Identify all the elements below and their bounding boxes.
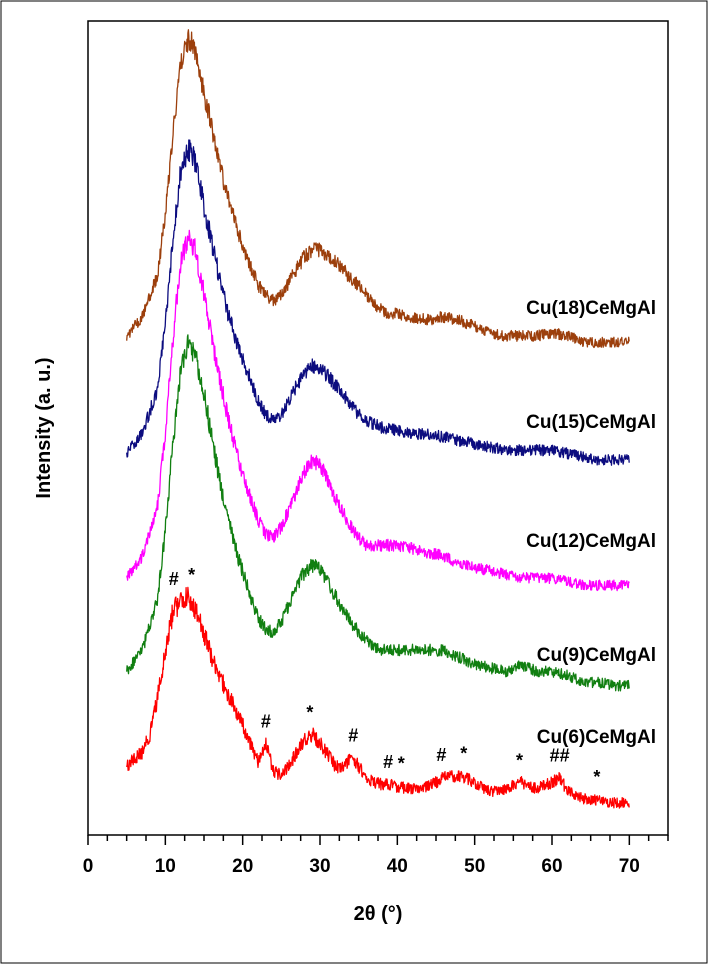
peak-marker: ## [550, 746, 570, 766]
peak-marker: * [460, 744, 467, 764]
series-layer [126, 29, 630, 809]
series-line [126, 29, 630, 349]
x-tick-label: 50 [464, 856, 485, 877]
peak-marker: * [188, 565, 195, 585]
x-tick-label: 60 [541, 856, 562, 877]
peak-marker: # [436, 745, 446, 765]
series-label: Cu(6)CeMgAl [537, 727, 656, 748]
x-tick-label: 0 [83, 856, 94, 877]
y-axis-label: Intensity (a. u.) [33, 357, 55, 498]
x-tick-label: 20 [232, 856, 253, 877]
x-tick-label: 40 [387, 856, 408, 877]
series-line [126, 229, 630, 592]
series-label: Cu(15)CeMgAl [526, 412, 656, 433]
peak-marker: # [348, 726, 358, 746]
peak-marker: # [261, 711, 271, 731]
series-line [126, 139, 630, 466]
peak-marker: * [516, 750, 523, 770]
peak-marker: # [383, 752, 393, 772]
x-tick-label: 30 [309, 856, 330, 877]
series-label: Cu(9)CeMgAl [537, 645, 656, 666]
x-axis-label: 2θ (°) [354, 903, 403, 925]
series-label: Cu(12)CeMgAl [526, 531, 656, 552]
x-tick-label: 10 [155, 856, 176, 877]
annotation-layer: # *# *## * # * * ##* [169, 565, 601, 787]
series-line [126, 334, 630, 692]
series-label: Cu(18)CeMgAl [526, 298, 656, 319]
peak-marker: * [306, 702, 313, 722]
peak-marker: # [169, 569, 179, 589]
series-line [126, 586, 630, 809]
peak-marker: * [593, 767, 600, 787]
series-label-layer: Cu(18)CeMgAl Cu(15)CeMgAl Cu(12)CeMgAl Cu(9… [526, 298, 656, 748]
x-axis: 0 10 20 30 40 50 60 70 [83, 835, 669, 877]
peak-marker: * [398, 754, 405, 774]
x-tick-label: 70 [619, 856, 640, 877]
